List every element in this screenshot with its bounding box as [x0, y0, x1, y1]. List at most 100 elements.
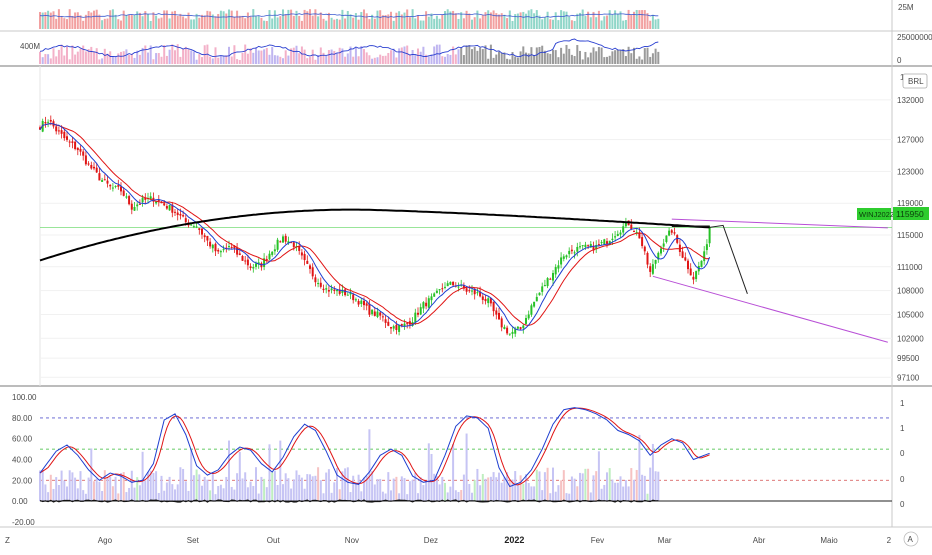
price-axis[interactable]: 132000 127000 123000 119000 115000 111000 1080…	[897, 96, 924, 382]
oscillator-histogram-bar	[68, 470, 71, 502]
oscillator-histogram-bar	[525, 474, 527, 502]
volume-indicator-bar	[174, 50, 176, 64]
volume-bar	[211, 14, 214, 29]
oscillator-histogram-bar	[441, 476, 444, 502]
candle-body	[68, 141, 71, 143]
oscillator-histogram-bar	[144, 480, 147, 502]
volume-bar	[120, 20, 122, 29]
oscillator-histogram-bar	[79, 471, 82, 502]
volume-indicator-bar	[600, 47, 603, 64]
price-tick-label: 105000	[897, 310, 924, 319]
volume-bar	[430, 13, 433, 29]
oscillator-histogram-bar	[606, 472, 608, 502]
volume-bar	[619, 11, 622, 29]
oscillator-histogram-bar	[149, 470, 152, 502]
volume-bar	[149, 20, 152, 29]
volume-bar	[616, 13, 619, 29]
volume-indicator-bar	[87, 49, 90, 64]
candle-body	[90, 164, 93, 169]
oscillator-histogram-bar	[573, 478, 576, 502]
oscillator-histogram-bar	[93, 481, 95, 502]
oscillator-panel	[39, 407, 892, 503]
candle-body	[554, 267, 557, 275]
oscillator-histogram-bar	[57, 485, 60, 502]
timezone-button[interactable]: Z	[5, 536, 10, 545]
volume-indicator-bar	[152, 59, 155, 64]
volume-bar	[495, 13, 498, 29]
volume-indicator-bar	[157, 53, 160, 64]
candle-body	[495, 310, 498, 315]
candle-body	[541, 286, 544, 292]
oscillator-histogram-bar	[654, 471, 657, 502]
candle-body	[352, 294, 355, 301]
oscillator-histogram-bar	[446, 492, 449, 502]
candle-body	[238, 253, 241, 255]
volume-indicator-bar	[82, 45, 85, 64]
volume-bar	[476, 10, 479, 30]
auto-scale-button[interactable]	[903, 531, 919, 547]
candle-body	[444, 286, 446, 288]
volume-indicator-bar	[287, 55, 290, 64]
oscillator-histogram-bar	[176, 484, 179, 502]
oscillator-histogram-bar	[346, 467, 349, 502]
oscillator-histogram-bar	[468, 484, 471, 502]
candle-body	[619, 232, 622, 235]
volume-bar	[111, 9, 114, 29]
oscillator-histogram-bar	[560, 480, 563, 502]
volume-bar	[209, 11, 212, 29]
volume-bar	[233, 16, 236, 29]
candle-body	[419, 307, 422, 315]
oscillator-histogram-bar	[508, 480, 511, 502]
volume-bar	[187, 12, 190, 29]
volume-indicator-bar	[333, 50, 336, 64]
volume-indicator-bar	[338, 47, 341, 64]
oscillator-histogram-bar	[98, 481, 101, 502]
volume-indicator-bar	[198, 54, 201, 64]
volume-indicator-bar	[306, 58, 309, 64]
oscillator-histogram-bar	[344, 468, 347, 502]
candle-body	[71, 141, 74, 143]
volume-indicator-bar	[354, 47, 357, 64]
volume-indicator-bar	[233, 45, 236, 64]
candle-body	[265, 259, 268, 261]
oscillator-histogram-bar	[641, 474, 644, 502]
volume-bar	[360, 11, 363, 29]
volume-indicator-bar	[589, 52, 592, 64]
volume-indicator-bar	[336, 53, 338, 64]
volume-indicator-bar	[155, 53, 158, 64]
candle-body	[55, 126, 58, 132]
volume-indicator-line	[39, 38, 659, 58]
oscillator-histogram-bar	[257, 493, 260, 502]
volume-bar	[365, 13, 368, 29]
time-axis[interactable]: Ago Set Out Nov Dez 2022 Fev Mar Abr Maio 2	[98, 535, 892, 545]
volume-bar	[49, 12, 52, 29]
oscillator-histogram-bar	[471, 492, 473, 502]
volume-bar	[55, 18, 58, 29]
oscillator-axis[interactable]: 100.00 80.00 60.00 40.00 20.00 0.00 -20.00 1 1 0 0…	[12, 393, 905, 527]
volume-bar	[317, 16, 320, 29]
volume-indicator-bar	[657, 51, 660, 64]
volume-bar	[109, 10, 112, 29]
volume-bar	[379, 10, 382, 29]
oscillator-histogram-bar	[63, 480, 66, 502]
oscillator-histogram-bar	[39, 470, 41, 502]
volume-bar	[39, 11, 41, 29]
volume-indicator-bar	[219, 55, 222, 64]
candle-body	[646, 252, 649, 265]
candle-body	[479, 291, 482, 297]
oscillator-histogram-bar	[562, 470, 565, 502]
oscillator-histogram-bar	[155, 471, 158, 502]
oscillator-histogram-bar	[476, 468, 479, 502]
volume-indicator-bar	[114, 55, 117, 64]
volume-bar	[541, 19, 544, 29]
candle-body	[79, 148, 82, 152]
candle-body	[684, 257, 687, 261]
candle-body	[276, 239, 279, 250]
candle-body	[608, 240, 611, 246]
volume-bar	[522, 11, 525, 30]
volume-bar	[576, 13, 579, 29]
oscillator-histogram-bar	[249, 481, 252, 502]
volume-bar	[457, 18, 460, 29]
currency-button[interactable]	[902, 73, 928, 89]
